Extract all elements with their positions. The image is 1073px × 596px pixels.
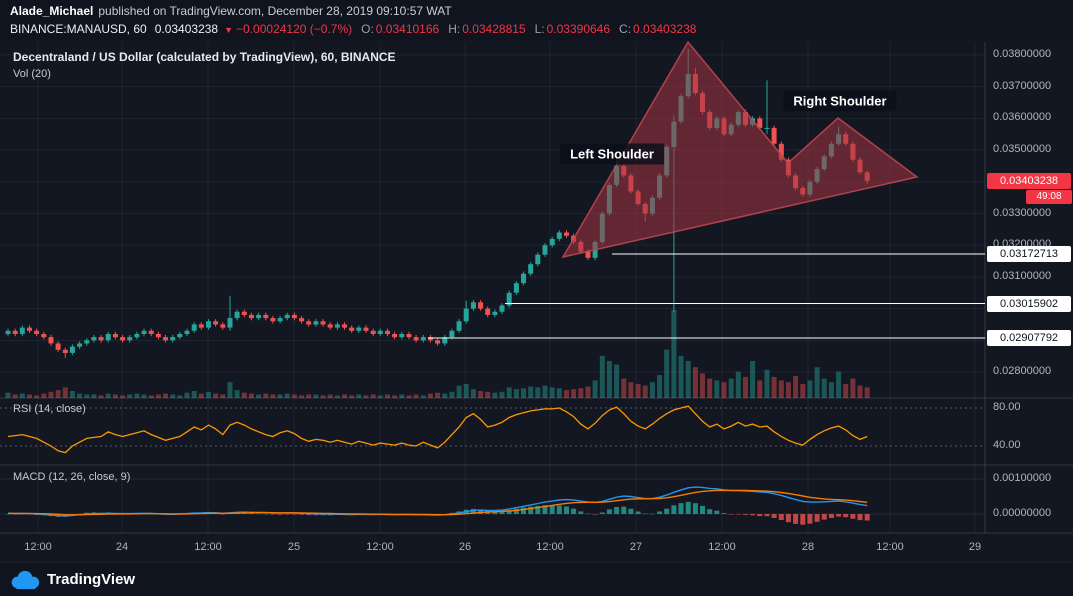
time-axis-label: 27 bbox=[629, 541, 643, 553]
time-axis-label: 26 bbox=[458, 541, 472, 553]
low-label: L: bbox=[534, 22, 545, 36]
time-axis-label: 12:00 bbox=[24, 541, 52, 553]
footer: TradingView bbox=[0, 562, 1073, 596]
published-info: published on TradingView.com, December 2… bbox=[98, 4, 452, 18]
time-axis-label: 12:00 bbox=[536, 541, 564, 553]
time-axis-label: 29 bbox=[968, 541, 982, 553]
high-label: H: bbox=[448, 22, 461, 36]
rsi-axis-label: 80.00 bbox=[993, 401, 1021, 413]
price-axis-label: 0.03100000 bbox=[993, 269, 1052, 282]
rsi-line bbox=[7, 405, 868, 454]
price-axis-label: 0.03800000 bbox=[993, 48, 1052, 60]
level-price-badge: 0.03172713 bbox=[987, 245, 1071, 262]
macd-indicator-label[interactable]: MACD (12, 26, close, 9) bbox=[13, 471, 131, 483]
publish-line: Alade_Michael published on TradingView.co… bbox=[10, 4, 452, 18]
price-axis-label: 0.03600000 bbox=[993, 111, 1052, 124]
high-value: 0.03428815 bbox=[462, 22, 526, 36]
volume-bars bbox=[5, 310, 870, 398]
time-axis-label: 24 bbox=[115, 541, 129, 553]
close-label: C: bbox=[619, 22, 632, 36]
level-lines bbox=[428, 253, 985, 339]
last-price-value: 0.03403238 bbox=[154, 22, 219, 36]
price-axis-label: 0.03500000 bbox=[993, 143, 1052, 156]
change-down-icon: ▼ bbox=[224, 25, 234, 35]
price-axis-label: 0.03300000 bbox=[993, 206, 1052, 219]
last-price-badge: 0.03403238 bbox=[987, 172, 1071, 189]
symbol-bar: BINANCE:MANAUSD, 60 0.03403238 ▼ −0.0002412… bbox=[10, 22, 696, 36]
publisher-name[interactable]: Alade_Michael bbox=[10, 4, 94, 18]
close-value: 0.03403238 bbox=[633, 22, 697, 36]
open-value: 0.03410166 bbox=[375, 22, 440, 36]
chart-legend-title[interactable]: Decentraland / US Dollar (calculated by … bbox=[13, 50, 396, 64]
time-axis[interactable]: 12:00 24 12:00 25 12:00 26 12:00 27 12:00 28 12:00… bbox=[0, 533, 985, 563]
level-price-badge: 0.02907792 bbox=[987, 329, 1071, 346]
brand-name[interactable]: TradingView bbox=[47, 571, 136, 588]
time-axis-label: 12:00 bbox=[876, 541, 904, 553]
time-axis-label: 28 bbox=[801, 541, 815, 553]
rsi-axis-label: 40.00 bbox=[993, 439, 1021, 451]
macd-axis-label: 0.00000000 bbox=[993, 507, 1052, 519]
macd-signal-line bbox=[7, 489, 868, 516]
gridlines bbox=[0, 42, 985, 533]
header: Alade_Michael published on TradingView.co… bbox=[0, 0, 1073, 40]
time-axis-label: 25 bbox=[287, 541, 301, 553]
price-axis-label: 0.02800000 bbox=[993, 365, 1052, 377]
tradingview-logo-icon[interactable] bbox=[10, 569, 40, 591]
macd-axis-label: 0.00100000 bbox=[993, 472, 1052, 484]
triangle-pattern bbox=[561, 40, 919, 259]
time-axis-label: 12:00 bbox=[194, 541, 222, 553]
price-axis[interactable]: 0.03800000 0.03700000 0.03600000 0.03500000… bbox=[986, 0, 1073, 563]
price-axis-label: 0.03700000 bbox=[993, 79, 1052, 92]
time-axis-label: 12:00 bbox=[708, 541, 736, 553]
time-axis-label: 12:00 bbox=[366, 541, 394, 553]
pane-separators bbox=[0, 42, 1073, 534]
low-value: 0.03390646 bbox=[546, 22, 611, 36]
macd-line bbox=[7, 486, 868, 517]
symbol-title[interactable]: BINANCE:MANAUSD, 60 bbox=[10, 22, 147, 36]
price-change: −0.00024120 (−0.7%) bbox=[236, 22, 353, 36]
volume-indicator-label[interactable]: Vol (20) bbox=[13, 68, 51, 80]
level-price-badge: 0.03015902 bbox=[987, 295, 1071, 312]
rsi-indicator-label[interactable]: RSI (14, close) bbox=[13, 403, 86, 415]
bar-countdown-badge: 49:08 bbox=[1026, 189, 1072, 204]
open-label: O: bbox=[361, 22, 374, 36]
